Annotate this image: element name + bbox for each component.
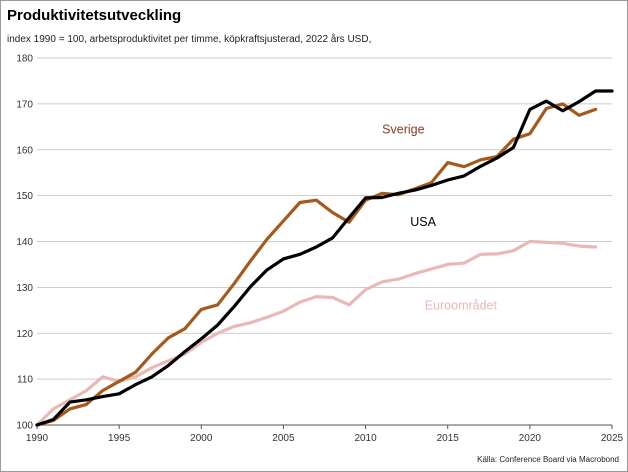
series-line-usa — [35, 89, 614, 427]
y-tick-label: 120 — [16, 329, 33, 340]
x-axis-ticks: 1990 1995 2000 2005 2010 2015 2020 2025 — [26, 425, 624, 444]
y-tick-label: 150 — [16, 191, 33, 202]
x-tick-label: 2005 — [272, 433, 295, 444]
x-tick-label: 2020 — [519, 433, 542, 444]
y-tick-label: 130 — [16, 283, 33, 294]
y-tick-label: 180 — [16, 54, 33, 65]
series-line-sverige — [35, 102, 598, 427]
x-tick-label: 2025 — [601, 433, 624, 444]
series-labels: Sverige USA Euroområdet — [382, 123, 497, 313]
chart-title: Produktivitetsutveckling — [7, 7, 182, 24]
x-tick-label: 1990 — [26, 433, 49, 444]
y-tick-label: 160 — [16, 145, 33, 156]
y-tick-label: 100 — [16, 421, 33, 432]
series-label: Sverige — [382, 123, 424, 137]
chart-subtitle: index 1990 = 100, arbetsproduktivitet pe… — [7, 34, 372, 45]
x-tick-label: 2010 — [354, 433, 377, 444]
series-label: Euroområdet — [425, 298, 498, 312]
x-tick-label: 2015 — [437, 433, 460, 444]
y-tick-label: 110 — [17, 375, 33, 386]
series-line-euroomrdet — [35, 239, 598, 427]
x-tick-label: 2000 — [190, 433, 213, 444]
series-label: USA — [410, 215, 436, 229]
y-tick-label: 170 — [16, 99, 33, 110]
y-tick-label: 140 — [16, 237, 33, 248]
y-axis-ticks: 100 110 120 130 140 150 160 170 180 — [16, 54, 33, 432]
chart-source: Källa: Conference Board via Macrobond — [477, 455, 619, 464]
x-tick-label: 1995 — [108, 433, 131, 444]
series-lines — [35, 89, 614, 427]
